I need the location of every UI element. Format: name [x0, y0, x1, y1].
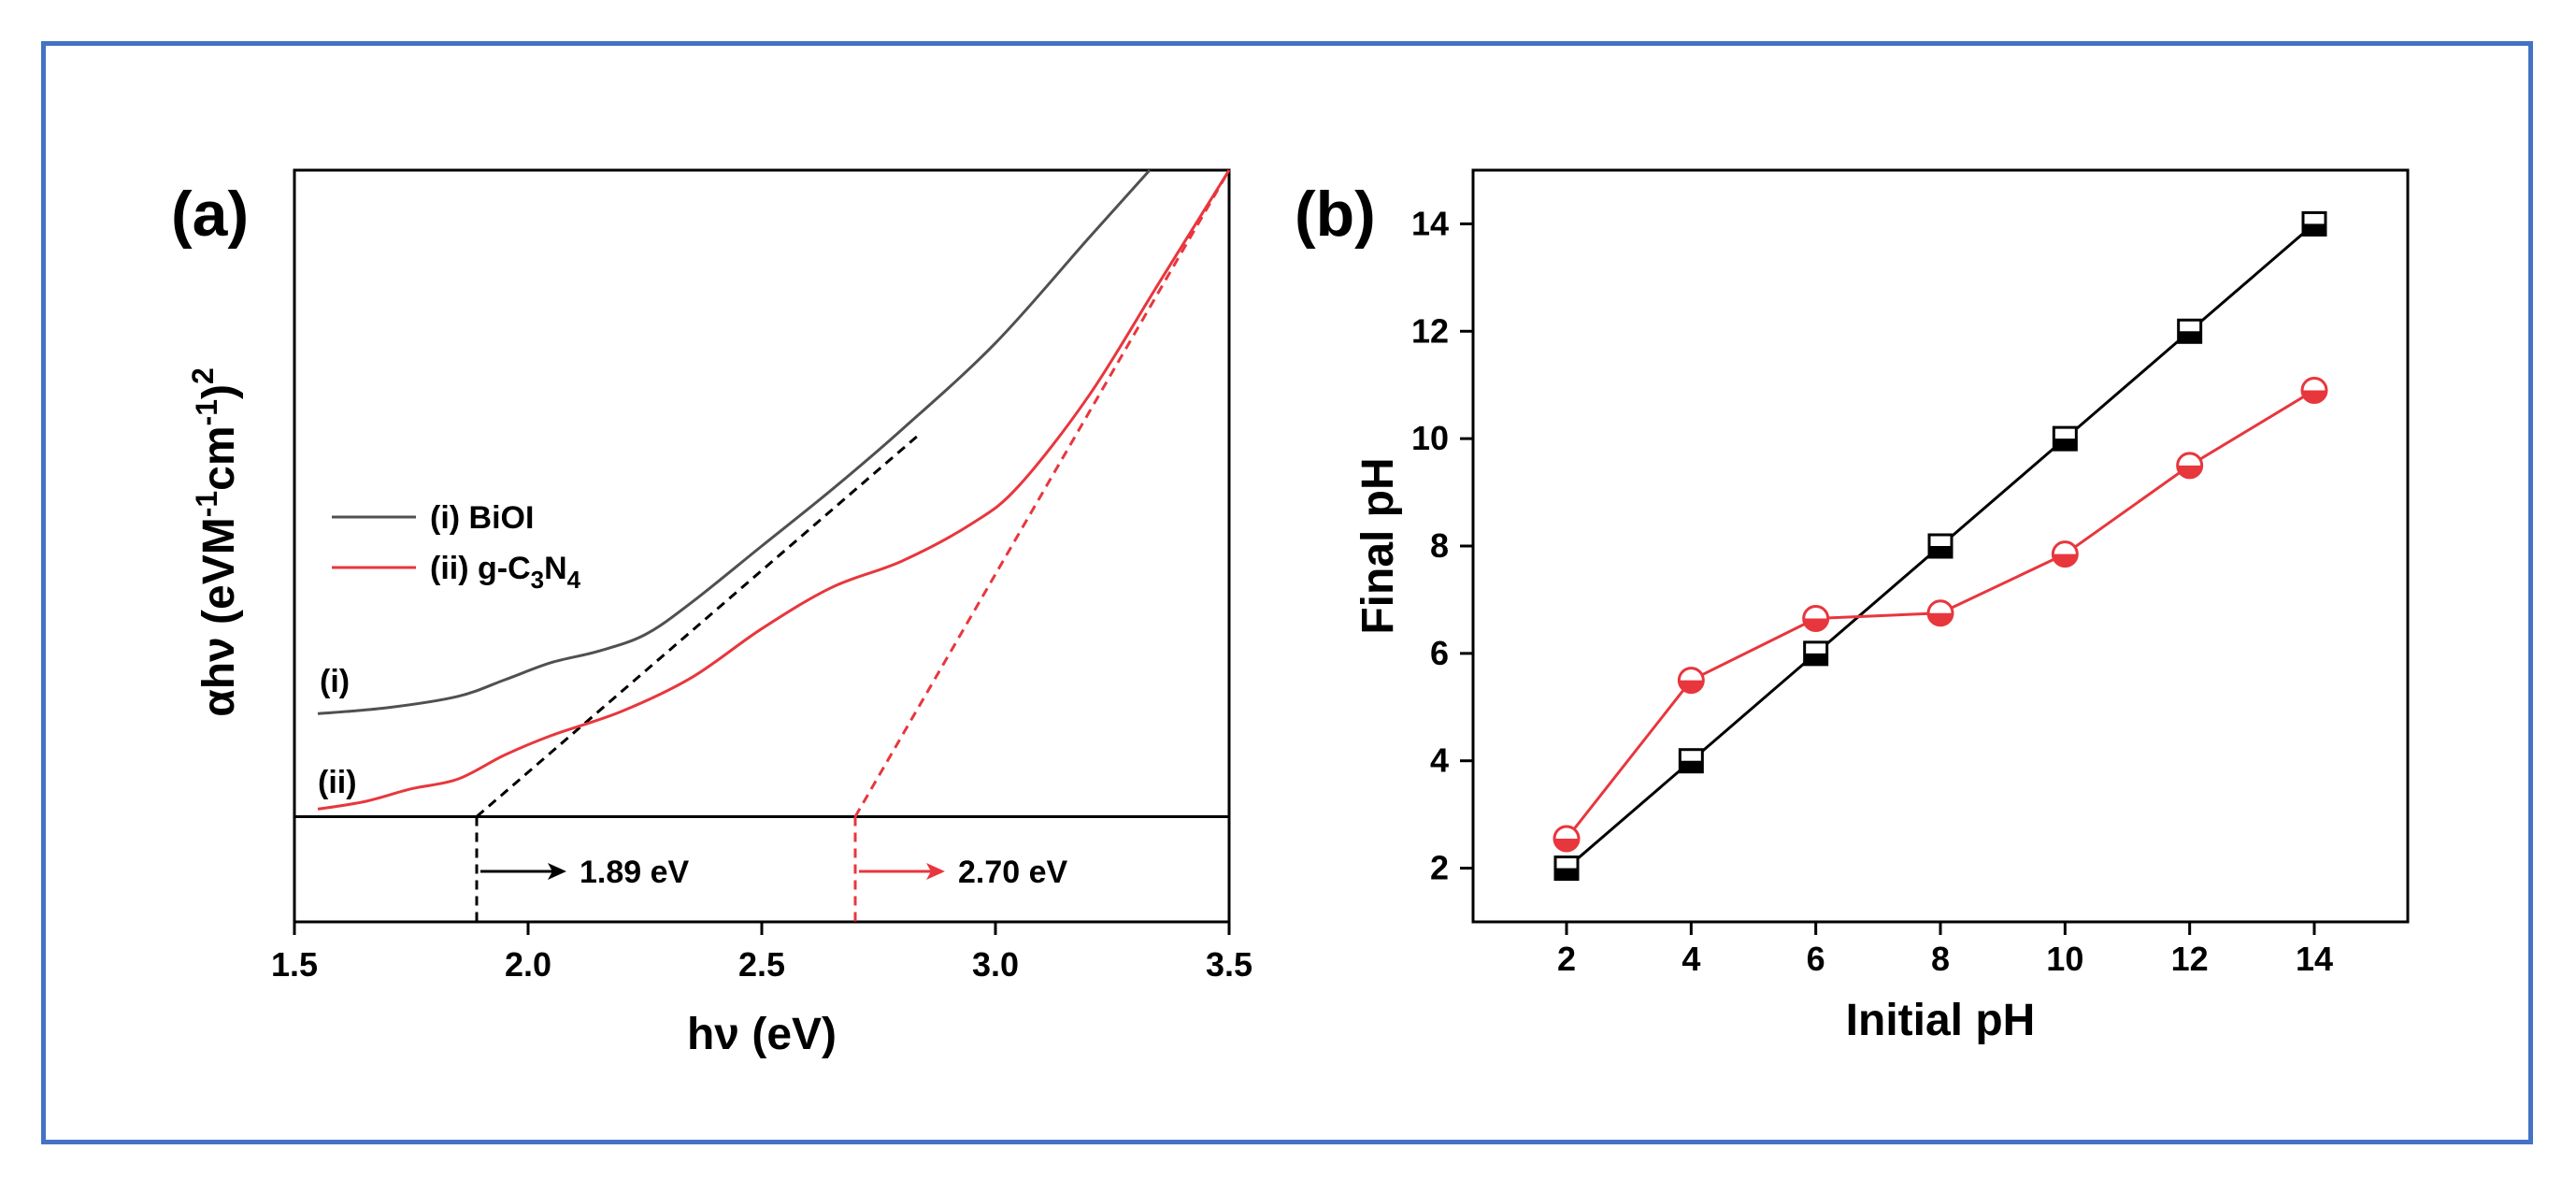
circle-marker [1553, 825, 1581, 853]
panel-a-x-axis-label: hν (eV) [687, 1010, 837, 1059]
y-tick-label: 10 [1411, 419, 1449, 457]
gap-label-2: 2.70 eV [958, 855, 1068, 890]
panel-b: (b) 2 4 6 8 10 12 14 2 4 6 8 10 12 14 Initial pH Fin… [1295, 168, 2410, 1045]
square-marker [2177, 318, 2203, 344]
x-tick-label: 6 [1807, 940, 1825, 978]
tangent-line-1 [476, 432, 922, 818]
panel-a: (a) 1.5 2.0 2.5 3.0 3.5 1.89 eV 2.70 eV (i) B… [171, 168, 1252, 1059]
circle-marker [2300, 376, 2328, 404]
circle-marker [1677, 667, 1705, 695]
square-marker-fill [1555, 868, 1578, 880]
y-tick-label: 12 [1411, 311, 1449, 350]
circle-marker [2176, 452, 2204, 480]
x-tick-label: 4 [1682, 940, 1700, 978]
square-marker [1803, 640, 1829, 667]
x-tick-label: 10 [2046, 940, 2083, 978]
panel-b-series [1553, 210, 2328, 882]
arrow-head-1 [548, 863, 566, 880]
legend-label-biol: (i) BiOI [430, 500, 534, 536]
square-marker [1927, 533, 1953, 559]
square-marker [1678, 748, 1704, 774]
panel-a-annotations: 1.89 eV 2.70 eV [475, 816, 1068, 922]
y-tick-label: 2 [1430, 849, 1449, 887]
circle-marker-fill [1679, 680, 1704, 693]
circle-marker [1802, 605, 1830, 633]
circle-marker-fill [1554, 838, 1579, 851]
y-tick-label: 4 [1430, 741, 1449, 780]
circle-marker-fill [2177, 465, 2202, 478]
legend-label-gc3n4: (ii) g-C3N4 [430, 551, 581, 594]
panel-a-tangent-lines [294, 169, 1231, 818]
panel-a-series [317, 168, 1231, 811]
square-marker-fill [2178, 331, 2201, 343]
panel-b-y-ticks: 2 4 6 8 10 12 14 [1411, 204, 1473, 887]
y-tick-label: 8 [1430, 526, 1449, 565]
x-tick-label: 2.0 [505, 945, 551, 984]
series-line-2 [317, 169, 1231, 811]
circle-marker [2051, 540, 2079, 568]
curve-label-i: (i) [320, 664, 350, 699]
circle-marker-fill [1928, 612, 1953, 625]
figure-frame [41, 41, 2533, 1144]
panel-a-x-ticks: 1.5 2.0 2.5 3.0 3.5 [271, 922, 1252, 984]
panel-b-label: (b) [1295, 179, 1376, 250]
x-tick-label: 2 [1557, 940, 1576, 978]
square-marker [1553, 855, 1580, 882]
square-marker [2052, 425, 2078, 452]
gap-label-1: 1.89 eV [580, 855, 690, 890]
x-tick-label: 14 [2296, 940, 2333, 978]
tangent-line-2 [853, 169, 1231, 818]
x-tick-label: 3.5 [1206, 945, 1252, 984]
panel-b-x-ticks: 2 4 6 8 10 12 14 [1557, 922, 2333, 978]
square-marker [2301, 210, 2327, 237]
circle-marker-fill [2302, 390, 2326, 403]
circle-marker-fill [2053, 553, 2078, 567]
panel-a-y-axis-label: αhν (eVM-1cm-1)2 [186, 367, 244, 717]
panel-a-label: (a) [171, 179, 249, 250]
square-marker-fill [2054, 438, 2077, 451]
x-tick-label: 12 [2171, 940, 2209, 978]
series-line-1 [317, 168, 1152, 715]
square-marker-fill [1804, 653, 1827, 665]
arrow-head-2 [926, 863, 945, 880]
circle-marker-fill [1803, 618, 1828, 631]
panel-b-x-axis-label: Initial pH [1846, 996, 2036, 1045]
curve-label-ii: (ii) [318, 765, 357, 800]
x-tick-label: 8 [1931, 940, 1950, 978]
x-tick-label: 1.5 [271, 945, 318, 984]
square-marker-fill [1680, 760, 1703, 772]
y-tick-label: 14 [1411, 204, 1449, 242]
y-tick-label: 6 [1430, 634, 1449, 672]
square-marker-fill [2303, 223, 2326, 236]
square-marker-fill [1929, 546, 1952, 557]
x-tick-label: 3.0 [972, 945, 1019, 984]
panel-b-y-axis-label: Final pH [1353, 457, 1403, 634]
circle-marker [1926, 599, 1954, 627]
x-tick-label: 2.5 [738, 945, 785, 984]
